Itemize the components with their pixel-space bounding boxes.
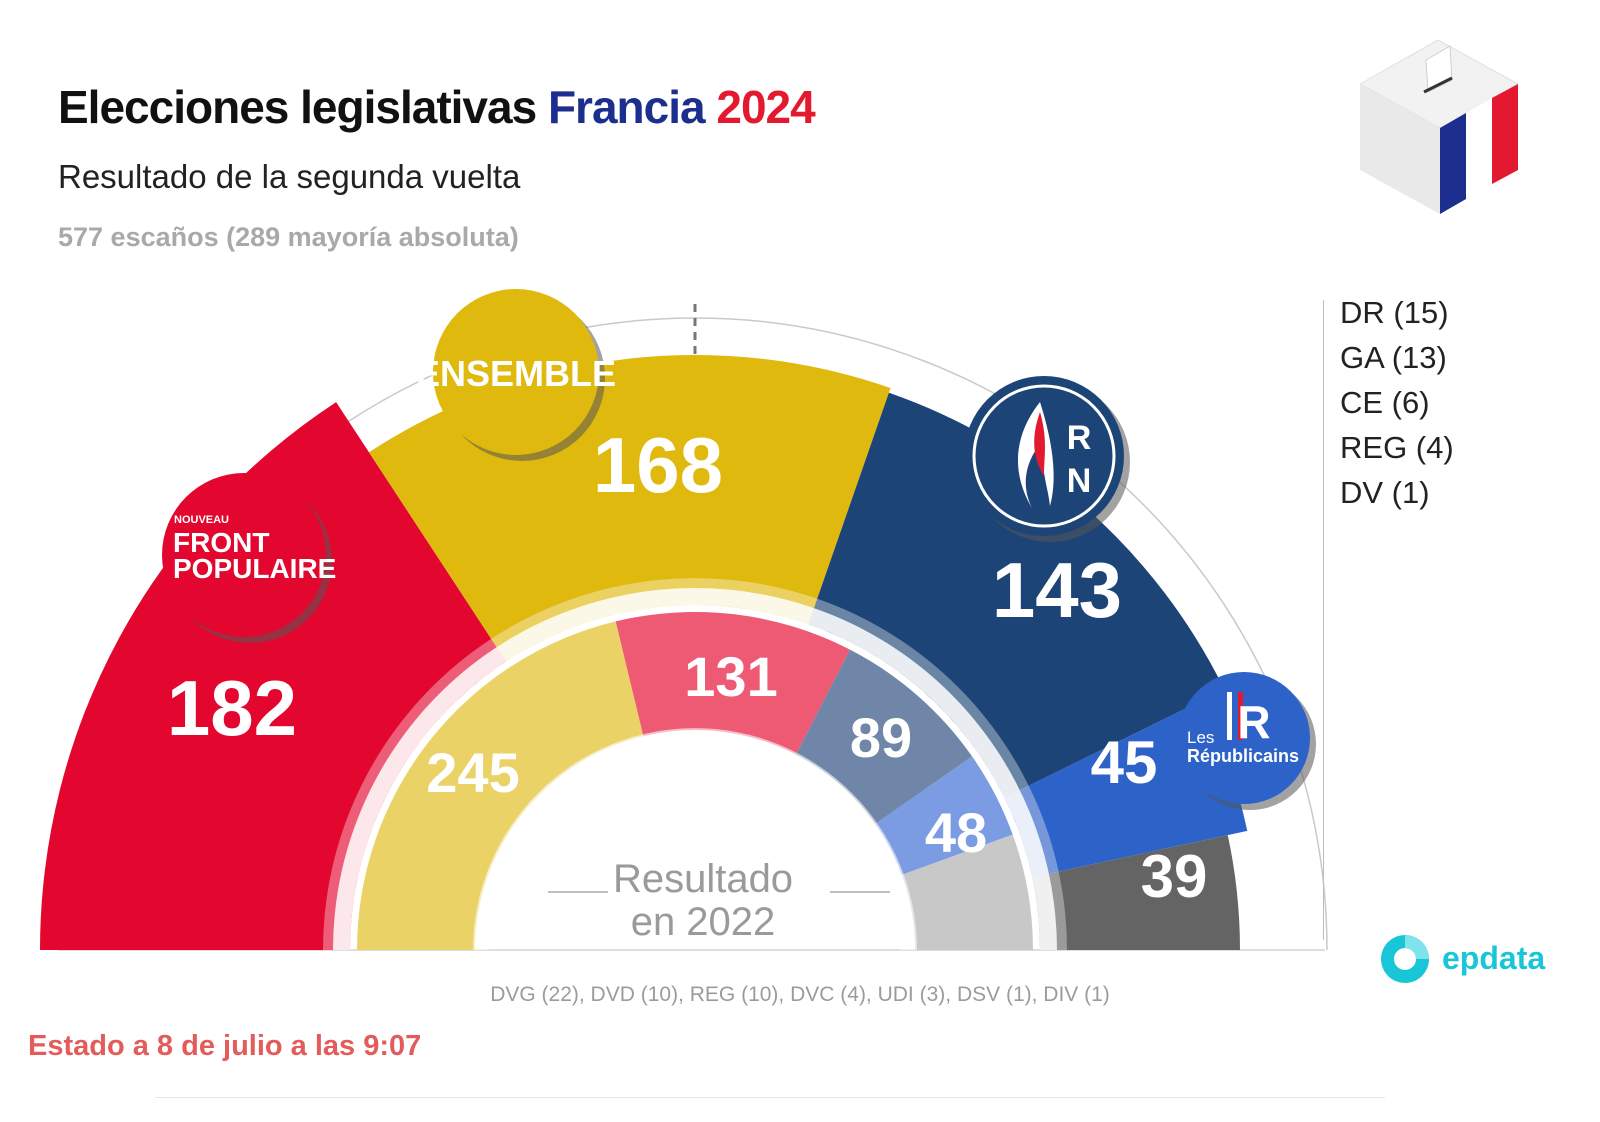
others-legend-item: DV (1)	[1340, 475, 1430, 510]
rn-logo-r: R	[1067, 419, 1092, 457]
inner-segment-nupes	[615, 612, 851, 755]
page-subtitle: Resultado de la segunda vuelta	[58, 158, 521, 195]
outer-value-label: 168	[593, 421, 723, 509]
outer-segment-otros	[1032, 835, 1240, 950]
title-part-1: Elecciones legislativas	[58, 81, 548, 133]
lr-logo-bar	[1238, 692, 1243, 740]
rn-logo-n: N	[1067, 462, 1092, 500]
badge-disc	[1178, 672, 1310, 804]
outer-segment-rn	[808, 392, 1225, 798]
title-part-3: 2024	[716, 81, 815, 133]
others-legend-item: REG (4)	[1340, 430, 1454, 465]
nfp-logo-line-2: POPULAIRE	[173, 553, 336, 584]
inner-segment-rn	[795, 649, 973, 825]
lr-logo-name: Républicains	[1187, 746, 1299, 766]
inner-ring	[357, 612, 1033, 950]
outer-value-label: 45	[1091, 729, 1158, 796]
status-timestamp: Estado a 8 de julio a las 9:07	[28, 1030, 422, 1062]
inner-segment-lr	[875, 756, 1013, 875]
inner-value-label: 89	[850, 706, 912, 769]
rn-logo: RN	[964, 376, 1130, 542]
ensemble-logo: ENSEMBLE	[416, 289, 616, 461]
inner-title-line-1: Resultado	[613, 857, 793, 901]
epdata-icon	[1381, 935, 1429, 983]
lr-logo-les: Les	[1187, 728, 1214, 747]
flame-inner-icon	[1034, 412, 1045, 476]
lr-logo-i	[1227, 692, 1232, 740]
outer-value-label: 182	[167, 664, 297, 752]
outer-ring	[40, 355, 1248, 950]
others-legend-item: DR (15)	[1340, 295, 1449, 330]
outer-value-label: 39	[1141, 843, 1208, 910]
others-legend-item: GA (13)	[1340, 340, 1447, 375]
outer-segment-nfp	[40, 402, 506, 950]
others-2022-note: DVG (22), DVD (10), REG (10), DVC (4), U…	[490, 983, 1110, 1006]
ensemble-logo-text: ENSEMBLE	[416, 353, 616, 394]
flame-icon	[1017, 402, 1054, 508]
page-title: Elecciones legislativas Francia 2024	[58, 80, 816, 134]
nfp-logo-line-1: FRONT	[173, 527, 269, 558]
inner-segment-otros	[901, 834, 1033, 950]
inner-title-line-2: en 2022	[631, 900, 776, 944]
badge-disc	[162, 473, 326, 637]
lr-logo-r: R	[1237, 696, 1270, 748]
badge-disc	[433, 289, 599, 455]
rn-logo-ring	[972, 384, 1116, 528]
seats-note: 577 escaños (289 mayoría absoluta)	[58, 222, 519, 252]
bottom-divider	[155, 1097, 1385, 1098]
inner-value-label: 48	[925, 801, 987, 864]
others-legend-item: CE (6)	[1340, 385, 1430, 420]
inner-segment-ensemble	[357, 621, 644, 950]
nfp-logo-small: NOUVEAU	[174, 514, 229, 526]
title-part-2: Francia	[547, 81, 717, 133]
inner-value-label: 245	[426, 741, 519, 804]
others-legend: DR (15) GA (13) CE (6) REG (4) DV (1)	[1340, 290, 1454, 515]
legend-divider	[1323, 300, 1324, 940]
inner-value-label: 131	[684, 645, 777, 708]
outer-value-label: 143	[992, 546, 1122, 634]
brand-name: epdata	[1442, 940, 1546, 976]
party-logos: NOUVEAUFRONTPOPULAIREENSEMBLERNRLesRépub…	[162, 289, 1316, 810]
